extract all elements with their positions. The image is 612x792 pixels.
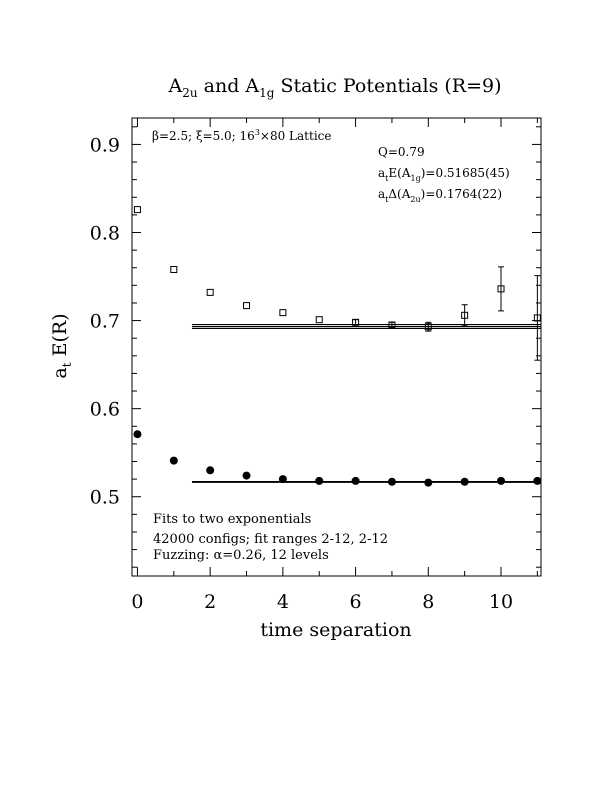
plot-frame	[131, 117, 542, 577]
axis-tick-labels: 0 2 4 6 8 10 0.5 0.6 0.7 0.8 0.9	[90, 134, 513, 613]
open-square-point	[315, 316, 323, 324]
filled-circle-point	[424, 478, 433, 487]
lattice-annotation: β=2.5; ξ=5.0; 163×80 Lattice	[152, 128, 332, 143]
filled-circle-point	[533, 476, 542, 485]
open-square-point	[206, 288, 214, 296]
filled-circle-point	[278, 475, 287, 484]
open-square-point	[461, 311, 469, 319]
open-square-point	[388, 321, 396, 329]
x-axis-label: time separation	[260, 619, 411, 641]
y-tick-label: 0.7	[90, 311, 120, 333]
fits-note: Fits to two exponentials	[153, 512, 311, 527]
open-square-point	[170, 265, 178, 273]
axis-ticks	[132, 118, 541, 576]
fit-energy-annotation: atE(A1g)=0.51685(45)	[378, 166, 510, 183]
filled-circle-point	[497, 476, 506, 485]
filled-circle-point	[315, 476, 324, 485]
fit-gap-annotation: atΔ(A2u)=0.1764(22)	[378, 187, 502, 204]
configs-note: 42000 configs; fit ranges 2-12, 2-12	[153, 532, 388, 547]
data-marks	[133, 206, 542, 487]
filled-circle-point	[169, 456, 178, 465]
x-tick-label: 6	[350, 591, 362, 613]
x-tick-label: 2	[204, 591, 216, 613]
y-tick-label: 0.9	[90, 134, 120, 156]
filled-circle-point	[242, 471, 251, 480]
y-axis-label: at E(R)	[49, 313, 74, 378]
filled-circle-point	[206, 466, 215, 475]
open-square-point	[279, 309, 287, 317]
filled-circle-point	[387, 477, 396, 486]
x-tick-label: 0	[131, 591, 143, 613]
open-square-point	[424, 323, 432, 331]
y-tick-label: 0.5	[90, 487, 120, 509]
q-annotation: Q=0.79	[378, 145, 425, 159]
filled-circle-point	[460, 477, 469, 486]
y-tick-label: 0.8	[90, 223, 120, 245]
x-tick-label: 8	[422, 591, 434, 613]
filled-circle-point	[133, 430, 142, 439]
chart-title: A2u and A1g Static Potentials (R=9)	[168, 75, 502, 100]
filled-circle-point	[351, 476, 360, 485]
open-square-point	[243, 302, 251, 310]
x-tick-label: 4	[277, 591, 289, 613]
x-tick-label: 10	[489, 591, 513, 613]
fit-lines	[191, 324, 541, 483]
open-square-point	[352, 318, 360, 326]
open-square-point	[497, 285, 505, 293]
fuzzing-note: Fuzzing: α=0.26, 12 levels	[153, 548, 329, 563]
open-square-point	[533, 314, 541, 322]
open-square-point	[133, 206, 141, 214]
y-tick-label: 0.6	[90, 399, 120, 421]
